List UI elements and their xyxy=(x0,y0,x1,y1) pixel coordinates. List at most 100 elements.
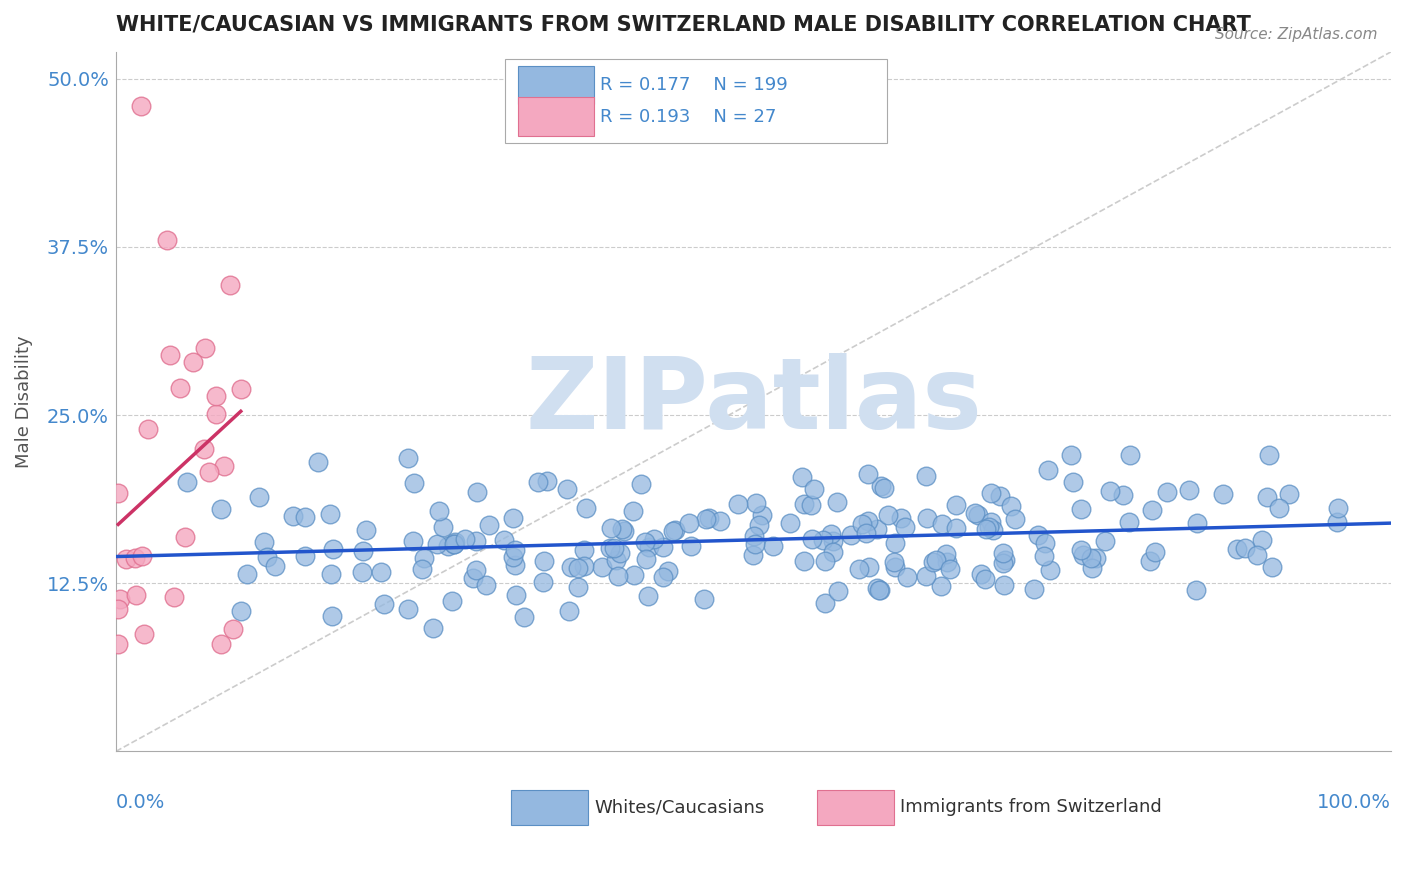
Point xyxy=(478,517,501,532)
Point xyxy=(742,529,765,543)
Point xyxy=(356,523,378,537)
Point xyxy=(193,442,215,456)
Point xyxy=(868,582,890,597)
Point xyxy=(1258,449,1281,463)
Point xyxy=(643,532,665,546)
Point xyxy=(634,552,657,566)
Point xyxy=(945,498,967,512)
Point xyxy=(790,470,813,484)
Point xyxy=(505,558,527,573)
Point xyxy=(858,560,880,574)
Point xyxy=(373,597,395,611)
Point xyxy=(929,579,952,593)
Point xyxy=(974,572,997,586)
Point xyxy=(454,532,477,546)
Point xyxy=(893,520,915,534)
Point xyxy=(697,511,720,525)
Point xyxy=(890,510,912,524)
Point xyxy=(870,479,893,493)
Point xyxy=(181,355,204,369)
Text: 100.0%: 100.0% xyxy=(1317,793,1391,813)
Point xyxy=(197,465,219,479)
Point xyxy=(465,534,488,549)
Point xyxy=(513,609,536,624)
Point xyxy=(825,495,848,509)
Point xyxy=(1251,533,1274,548)
Point xyxy=(727,497,749,511)
Point xyxy=(621,504,644,518)
Point xyxy=(977,520,1000,534)
Point xyxy=(679,539,702,553)
Point xyxy=(536,474,558,488)
Point xyxy=(855,526,877,541)
Point xyxy=(858,467,880,481)
Point xyxy=(322,541,344,556)
Point xyxy=(108,592,131,607)
Text: Whites/Caucasians: Whites/Caucasians xyxy=(595,798,765,816)
Point xyxy=(876,508,898,522)
Point xyxy=(993,546,1015,560)
FancyBboxPatch shape xyxy=(512,789,588,825)
Point xyxy=(915,469,938,483)
Point xyxy=(664,523,686,537)
Point xyxy=(136,421,159,435)
Point xyxy=(637,589,659,603)
Point xyxy=(124,550,146,565)
Point xyxy=(204,407,226,421)
Point xyxy=(866,522,889,536)
Point xyxy=(396,602,419,616)
Point xyxy=(163,591,186,605)
Point xyxy=(567,580,589,594)
Point xyxy=(1060,449,1083,463)
Point xyxy=(321,609,343,624)
Point xyxy=(820,527,842,541)
Point xyxy=(1268,500,1291,515)
Point xyxy=(1234,541,1257,555)
Point xyxy=(1035,536,1057,550)
Point xyxy=(599,521,621,535)
Point xyxy=(945,521,967,535)
Point xyxy=(651,541,673,555)
Point xyxy=(1118,515,1140,529)
Point xyxy=(662,524,685,538)
Point xyxy=(591,560,613,574)
Point xyxy=(793,497,815,511)
Point xyxy=(205,389,228,403)
Point xyxy=(211,637,233,651)
Point xyxy=(993,556,1015,570)
Point xyxy=(465,564,488,578)
Point xyxy=(803,482,825,496)
Point xyxy=(988,489,1011,503)
Point xyxy=(1094,534,1116,549)
Point xyxy=(693,592,716,607)
Point xyxy=(132,627,155,641)
Point xyxy=(443,535,465,549)
Point xyxy=(560,560,582,574)
Point xyxy=(873,481,896,495)
Y-axis label: Male Disability: Male Disability xyxy=(15,335,32,468)
Point xyxy=(465,485,488,500)
Point xyxy=(1081,561,1104,575)
Point xyxy=(1326,515,1348,529)
Point xyxy=(742,548,765,562)
Point xyxy=(634,535,657,549)
Point xyxy=(256,550,278,565)
Point xyxy=(294,510,316,524)
FancyBboxPatch shape xyxy=(817,789,894,825)
Point xyxy=(370,566,392,580)
Point xyxy=(107,602,129,616)
Point xyxy=(856,514,879,528)
Point xyxy=(212,459,235,474)
Point xyxy=(800,498,823,512)
Point xyxy=(623,567,645,582)
Point xyxy=(896,570,918,584)
Point xyxy=(1226,541,1249,556)
FancyBboxPatch shape xyxy=(517,97,595,136)
Point xyxy=(748,517,770,532)
Point xyxy=(779,516,801,531)
Point xyxy=(236,567,259,582)
Point xyxy=(1062,475,1084,489)
Point xyxy=(745,496,768,510)
Point xyxy=(443,537,465,551)
Point xyxy=(1185,583,1208,598)
